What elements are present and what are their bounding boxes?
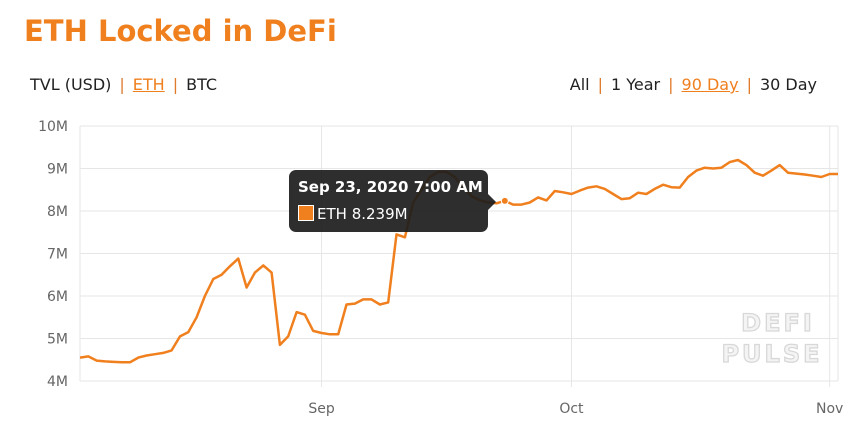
y-tick-label: 8M bbox=[47, 204, 68, 220]
highlighted-point bbox=[500, 196, 509, 205]
unit-option-eth[interactable]: ETH bbox=[132, 75, 165, 94]
range-option-1-year[interactable]: 1 Year bbox=[610, 75, 661, 94]
tooltip-value: 8.239M bbox=[351, 205, 408, 223]
separator: | bbox=[597, 75, 603, 94]
tooltip-value-row: ETH 8.239M bbox=[298, 205, 408, 223]
y-tick-label: 10M bbox=[38, 119, 68, 135]
range-option-all[interactable]: All bbox=[569, 75, 590, 94]
y-tick-label: 4M bbox=[47, 374, 68, 390]
range-toggle: All | 1 Year | 90 Day | 30 Day bbox=[570, 75, 817, 94]
tooltip-date: Sep 23, 2020 7:00 AM bbox=[298, 178, 483, 196]
watermark-line-2: PULSE bbox=[721, 340, 822, 368]
y-tick-label: 7M bbox=[47, 247, 68, 263]
x-tick-label: Oct bbox=[559, 401, 584, 417]
separator: | bbox=[172, 75, 179, 94]
unit-toggle: TVL (USD) | ETH | BTC bbox=[30, 75, 217, 94]
range-option-30-day[interactable]: 30 Day bbox=[759, 75, 817, 94]
chart-grid bbox=[79, 125, 839, 387]
x-axis: Sep Oct Nov bbox=[308, 401, 843, 417]
unit-option-tvl-usd[interactable]: TVL (USD) bbox=[30, 75, 112, 94]
separator: | bbox=[746, 75, 752, 94]
y-axis: 4M 5M 6M 7M 8M 9M 10M bbox=[38, 119, 68, 390]
watermark-line-1: DEFI bbox=[741, 309, 815, 337]
separator: | bbox=[668, 75, 674, 94]
unit-option-btc[interactable]: BTC bbox=[186, 75, 218, 94]
x-tick-label: Nov bbox=[816, 401, 843, 417]
page-title: ETH Locked in DeFi bbox=[24, 14, 337, 48]
series-color-swatch bbox=[298, 205, 314, 221]
chart-tooltip: Sep 23, 2020 7:00 AM ETH 8.239M bbox=[289, 170, 496, 232]
y-tick-label: 5M bbox=[47, 332, 68, 348]
separator: | bbox=[119, 75, 125, 94]
range-option-90-day[interactable]: 90 Day bbox=[681, 75, 739, 94]
x-tick-label: Sep bbox=[308, 401, 335, 417]
watermark: DEFI PULSE bbox=[721, 308, 822, 368]
tooltip-pointer bbox=[488, 194, 496, 210]
tooltip-series-name: ETH bbox=[317, 205, 347, 223]
y-tick-label: 6M bbox=[47, 289, 68, 305]
y-tick-label: 9M bbox=[47, 162, 68, 178]
